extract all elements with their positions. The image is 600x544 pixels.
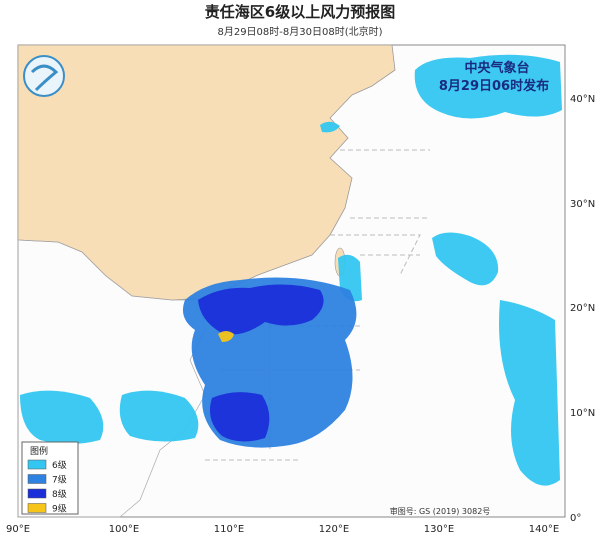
longitude-label: 100°E xyxy=(109,524,139,535)
legend: 图例 6级 7级 8级 9级 xyxy=(21,441,79,515)
approval-number: 审图号: GS (2019) 3082号 xyxy=(390,506,491,516)
wind-area xyxy=(198,284,324,335)
latitude-label: 0° xyxy=(570,513,581,524)
wind-area xyxy=(432,232,499,286)
legend-label: 8级 xyxy=(52,488,67,500)
legend-label: 7级 xyxy=(52,474,67,486)
latitude-label: 30°N xyxy=(570,199,595,210)
legend-label: 9级 xyxy=(52,503,67,515)
longitude-label: 110°E xyxy=(214,524,244,535)
legend-swatch xyxy=(27,459,47,470)
title: 责任海区6级以上风力预报图 xyxy=(205,3,395,21)
longitude-label: 120°E xyxy=(319,524,349,535)
cma-logo xyxy=(23,55,65,97)
longitude-label: 140°E xyxy=(529,524,559,535)
latitude-label: 10°N xyxy=(570,408,595,419)
issue-time: 8月29日06时发布 xyxy=(439,78,549,94)
legend-swatch xyxy=(27,503,47,513)
subtitle: 8月29日08时-8月30日08时(北京时) xyxy=(217,25,382,38)
sea-area-boundaries xyxy=(205,149,430,461)
legend-label: 6级 xyxy=(52,459,67,471)
cma-logo-mark xyxy=(30,64,59,92)
wind-area xyxy=(119,390,199,442)
wind-area xyxy=(209,392,270,442)
latitude-label: 40°N xyxy=(570,94,595,105)
wind-area xyxy=(218,331,234,342)
wind-areas xyxy=(20,54,562,486)
latitude-label: 20°N xyxy=(570,303,595,314)
axis-labels: 90°E 100°E 110°E 120°E 130°E 140°E 0° 10°N 20°N 3… xyxy=(6,94,595,535)
wind-area xyxy=(499,300,560,486)
longitude-label: 90°E xyxy=(6,524,30,535)
agency: 中央气象台 xyxy=(464,60,529,76)
legend-swatch xyxy=(27,488,47,499)
wind-area xyxy=(414,54,562,119)
legend-swatch xyxy=(27,474,47,484)
wind-area xyxy=(20,390,104,444)
legend-title: 图例 xyxy=(30,445,48,457)
longitude-label: 130°E xyxy=(424,524,454,535)
wind-area xyxy=(320,121,340,133)
map-area xyxy=(17,44,566,518)
